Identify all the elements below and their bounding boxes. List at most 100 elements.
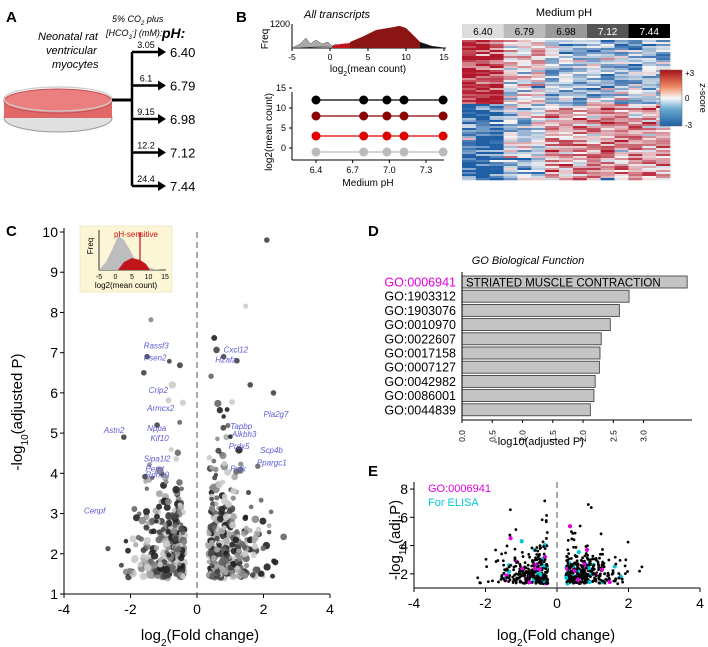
volcano-e-ylabel: -log10(adj.P)	[387, 500, 409, 580]
volcano-e-point	[601, 552, 604, 556]
go-title: GO Biological Function	[472, 255, 585, 267]
volcano-e-point	[585, 544, 589, 548]
volcano-e-point	[540, 580, 544, 584]
volcano-point	[264, 237, 270, 243]
volcano-e-point	[533, 548, 537, 552]
volcano-point	[209, 496, 214, 502]
volcano-point	[224, 500, 231, 507]
volcano-point	[132, 514, 141, 522]
dot-point	[399, 111, 409, 121]
volcano-point	[233, 468, 240, 475]
volcano-c-xtick: 0	[193, 601, 201, 617]
volcano-e-point	[598, 556, 601, 560]
go-term-label: GO:0007127	[384, 361, 456, 375]
volcano-point	[143, 536, 151, 545]
go-term-label: GO:0022607	[384, 332, 456, 346]
go-bar	[461, 374, 596, 388]
volcano-point	[145, 520, 151, 526]
volcano-e-point	[502, 571, 506, 575]
panel-d-letter: D	[368, 223, 379, 240]
volcano-e-point	[535, 553, 539, 556]
go-term-label: GO:0042982	[384, 375, 456, 389]
volcano-point	[211, 555, 217, 561]
volcano-point	[154, 519, 159, 524]
volcano-e-point	[589, 506, 593, 509]
volcano-point	[225, 423, 231, 429]
dot-point	[438, 131, 448, 141]
zscore-label: z-score	[698, 83, 708, 113]
volcano-e-point	[593, 572, 597, 576]
volcano-point	[140, 547, 147, 554]
volcano-e-point	[565, 555, 569, 558]
hco3-value: 9.15	[137, 107, 155, 117]
dot-point	[438, 147, 448, 157]
volcano-e-point	[532, 570, 536, 574]
volcano-e-point	[624, 572, 627, 576]
volcano-e-point	[572, 579, 576, 583]
volcano-e-point	[508, 536, 513, 541]
cell-label-line2: ventricular	[46, 45, 98, 57]
heatmap-header-label: 6.98	[556, 27, 576, 38]
volcano-e-point	[598, 552, 602, 556]
volcano-e-point	[526, 563, 530, 567]
volcano-e-point	[613, 579, 617, 583]
volcano-point	[230, 495, 236, 501]
inset-xlabel: log2(mean count)	[95, 281, 158, 290]
volcano-e-point	[543, 573, 547, 577]
dot-point	[359, 147, 369, 157]
volcano-e-point	[532, 564, 535, 567]
volcano-e-point	[505, 568, 509, 572]
hco3-value: 3.05	[137, 40, 155, 50]
gene-label: Alkbh3	[231, 430, 257, 439]
volcano-point	[241, 551, 248, 558]
go-term-label: GO:0044839	[384, 403, 456, 417]
volcano-point	[263, 563, 271, 571]
volcano-point	[243, 562, 250, 569]
volcano-e-point	[535, 558, 539, 562]
volcano-e-point	[521, 581, 525, 585]
volcano-point	[150, 475, 155, 480]
volcano-e-point	[568, 566, 571, 570]
volcano-c-ytick: 6	[50, 385, 58, 401]
go-bar	[461, 332, 602, 346]
volcano-point	[219, 451, 227, 460]
volcano-point	[214, 399, 222, 408]
volcano-e-point	[542, 554, 548, 559]
gene-label: Scp4b	[260, 446, 283, 455]
volcano-point	[280, 533, 288, 541]
volcano-point	[206, 454, 213, 461]
volcano-point	[220, 353, 227, 360]
volcano-point	[221, 414, 226, 419]
volcano-e-point	[594, 574, 598, 578]
volcano-point	[243, 529, 249, 536]
volcano-point	[229, 541, 236, 548]
volcano-e-point	[514, 572, 518, 576]
inset-xtick: 0	[114, 274, 118, 281]
volcano-e-point	[601, 548, 604, 551]
volcano-point	[176, 479, 183, 486]
volcano-c-axes: 10 9 8 7 6 5 4 3 2 1-4 -2 0 2 4	[42, 224, 334, 617]
volcano-e-ytick: 2	[400, 566, 408, 582]
all-transcripts-histogram: All transcripts Freq 1200 -5 0 5 10 15 log2(…	[260, 9, 449, 78]
volcano-point	[243, 525, 249, 532]
volcano-e-point	[505, 544, 509, 548]
volcano-e-point	[576, 563, 580, 567]
volcano-point	[247, 382, 253, 388]
volcano-point	[163, 503, 171, 511]
heatmap: Medium pH 6.40 6.79 6.98 7.12 7.44 z-score +…	[462, 7, 708, 181]
volcano-point	[155, 574, 160, 579]
volcano-e-point	[640, 565, 644, 569]
volcano-point	[147, 462, 152, 468]
heatmap-header-cell	[462, 24, 504, 38]
volcano-e-point	[485, 565, 489, 569]
arrow-head	[158, 181, 166, 191]
volcano-e-point	[512, 568, 515, 572]
ph-header: pH:	[161, 25, 185, 41]
volcano-point	[179, 399, 187, 406]
volcano-e-point	[606, 574, 609, 578]
hco3-value: 12.2	[137, 141, 155, 151]
gene-label: Rassf3	[144, 342, 169, 351]
volcano-point	[230, 556, 236, 562]
volcano-c-ytick: 10	[42, 224, 58, 240]
